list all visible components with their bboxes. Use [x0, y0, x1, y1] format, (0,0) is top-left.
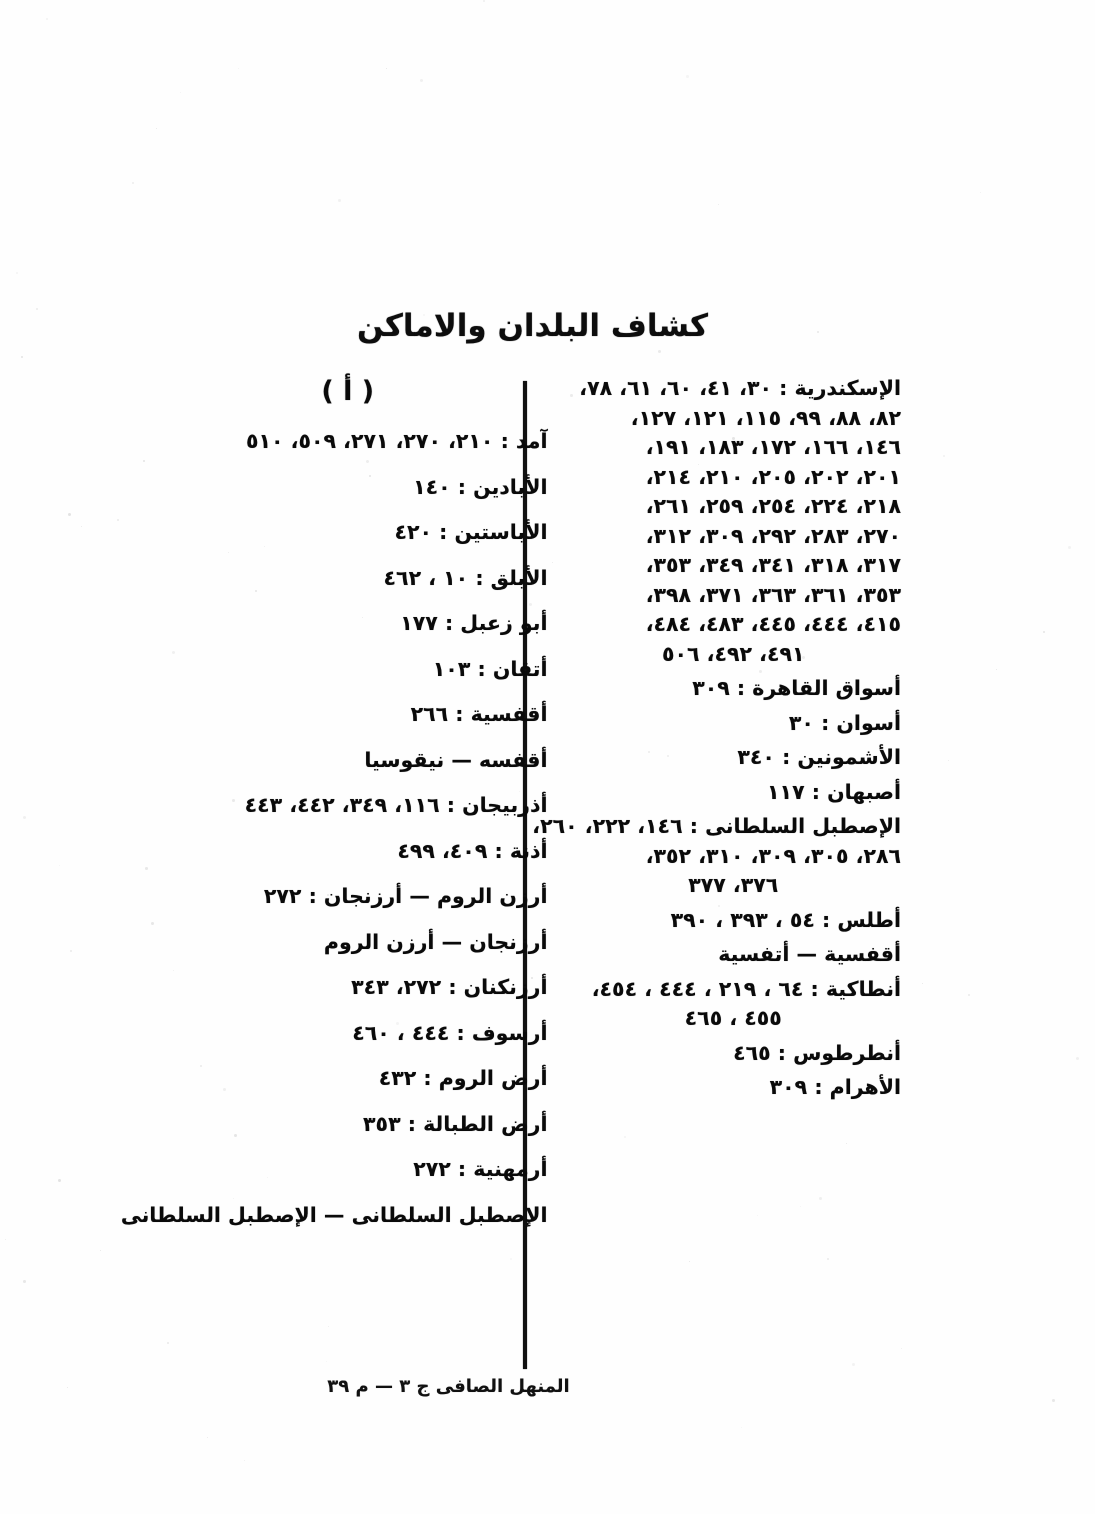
index-entry-headword-line: أذربيجان : ١١٦، ٣٤٩، ٤٤٢، ٤٤٣ — [244, 793, 548, 817]
index-entry-headword-line: أتقان : ١٠٣ — [432, 656, 548, 681]
index-entry: أرزنجان — أرزن الروم — [194, 929, 548, 954]
index-entry: أقفسية : ٢٦٦ — [194, 704, 548, 725]
index-entry-headword-line: آمد : ٢١٠، ٢٧٠، ٢٧١، ٥٠٩، ٥١٠ — [245, 429, 548, 453]
index-entry: أرض الروم : ٤٣٢ — [194, 1068, 548, 1089]
index-entry-page-numbers: ١٤٦، ١٦٦، ١٧٢، ١٨٣، ١٩١، — [645, 435, 901, 459]
index-entry-page-numbers: ٤١٥، ٤٤٤، ٤٤٥، ٤٨٣، ٤٨٤، — [645, 612, 901, 636]
page-footer-signature: المنهل الصافى ج ٣ — م ٣٩ — [327, 1376, 570, 1397]
index-entry: الأبلق : ١٠ ، ٤٦٢ — [194, 565, 548, 590]
index-entry-page-numbers: ٢٨٦، ٣٠٥، ٣٠٩، ٣١٠، ٣٥٢، — [645, 843, 901, 868]
index-entry: أرزن الروم — أرزنجان : ٢٧٢ — [194, 886, 548, 907]
index-entry-headword-line: أسواق القاهرة : ٣٠٩ — [692, 676, 901, 700]
index-entry-headword-line: أبو زعبل : ١٧٧ — [400, 611, 548, 635]
index-entry-headword-line: الأشمونين : ٣٤٠ — [737, 745, 901, 769]
index-entry: أرض الطبالة : ٣٥٣ — [194, 1111, 548, 1136]
index-entry-page-numbers: ٢٧٠، ٢٨٣، ٢٩٢، ٣٠٩، ٣١٢، — [645, 523, 901, 548]
index-entry-headword-line: أطلس : ٥٤ ، ٣٩٣ ، ٣٩٠ — [670, 907, 901, 932]
index-entry-headword-line: الأباستين : ٤٢٠ — [394, 520, 548, 544]
index-column-right: ( أ ) آمد : ٢١٠، ٢٧٠، ٢٧١، ٥٠٩، ٥١٠ الأبا… — [120, 376, 548, 1368]
index-entry: الأشمونين : ٣٤٠ — [548, 745, 901, 769]
index-entry-headword-line: أرض الروم : ٤٣٢ — [378, 1066, 548, 1090]
index-entry: الإصطبل السلطانى : ١٤٦، ٢٢٢، ٢٦٠، ٢٨٦، ٣٠… — [532, 814, 901, 897]
index-entry-headword-line: أذنة : ٤٠٩، ٤٩٩ — [397, 838, 548, 863]
index-entry-page-numbers: ٣٧٦، ٣٧٧ — [688, 873, 779, 897]
index-entry: أذربيجان : ١١٦، ٣٤٩، ٤٤٢، ٤٤٣ — [194, 795, 548, 816]
index-entry: أقفسية — أتفسية — [548, 942, 901, 966]
index-entry-headword-line: أقفسية : ٢٦٦ — [410, 702, 548, 726]
index-entry: أصبهان : ١١٧ — [548, 779, 901, 804]
index-entry-page-numbers: ٨٢، ٨٨، ٩٩، ١١٥، ١٢١، ١٢٧، — [630, 405, 901, 430]
index-entry-headword-line: أسوان : ٣٠ — [788, 710, 901, 735]
index-entry-headword-line: أرمهنية : ٢٧٢ — [413, 1157, 548, 1181]
index-entry: آمد : ٢١٠، ٢٧٠، ٢٧١، ٥٠٩، ٥١٠ — [194, 431, 548, 452]
index-entry: أقفسه — نيقوسيا — [194, 747, 548, 772]
index-columns: الإسكندرية : ٣٠، ٤١، ٦٠، ٦١، ٧٨، ٨٢، ٨٨، … — [120, 376, 928, 1368]
index-entry-headword-line: أصبهان : ١١٧ — [767, 779, 901, 804]
index-entry-headword-line: أنطاكية : ٦٤ ، ٢١٩ ، ٤٤٤ ، ٤٥٤، — [591, 976, 901, 1001]
index-entry: أطلس : ٥٤ ، ٣٩٣ ، ٣٩٠ — [548, 907, 901, 932]
index-entry-headword-line: الأبادين : ١٤٠ — [413, 474, 548, 499]
index-entry: أنطاكية : ٦٤ ، ٢١٩ ، ٤٤٤ ، ٤٥٤، ٤٥٥ ، ٤٦٥ — [548, 976, 901, 1030]
index-entry-page-numbers: ٢١٨، ٢٢٤، ٢٥٤، ٢٥٩، ٢٦١، — [645, 494, 901, 518]
index-entry-headword-line: أنطرطوس : ٤٦٥ — [733, 1040, 901, 1065]
index-entry-headword-line: الإسكندرية : ٣٠، ٤١، ٦٠، ٦١، ٧٨، — [579, 376, 901, 400]
index-entry-list-right: آمد : ٢١٠، ٢٧٠، ٢٧١، ٥٠٩، ٥١٠ الأبادين : … — [120, 431, 548, 1227]
index-entry-page-numbers: ٤٩١، ٤٩٢، ٥٠٦ — [661, 641, 805, 666]
index-entry: أرمهنية : ٢٧٢ — [194, 1157, 548, 1181]
index-entry-headword-line: الأهرام : ٣٠٩ — [769, 1075, 901, 1099]
column-divider-rule — [523, 381, 527, 1369]
index-column-left: الإسكندرية : ٣٠، ٤١، ٦٠، ٦١، ٧٨، ٨٢، ٨٨، … — [532, 376, 928, 1368]
section-letter-heading: ( أ ) — [321, 376, 375, 407]
index-entry: أبو زعبل : ١٧٧ — [194, 611, 548, 635]
index-entry-headword-line: أقفسية — أتفسية — [718, 942, 901, 966]
index-entry-headword-line: أرزنكنان : ٢٧٢، ٣٤٣ — [351, 975, 548, 999]
page-title: كشاف البلدان والاماكن — [356, 308, 709, 344]
index-entry-page-numbers: ٤٥٥ ، ٤٦٥ — [684, 1006, 782, 1030]
index-entry: أرسوف : ٤٤٤ ، ٤٦٠ — [194, 1020, 548, 1045]
index-entry-headword-line: أرسوف : ٤٤٤ ، ٤٦٠ — [352, 1020, 548, 1045]
index-entry: الإسكندرية : ٣٠، ٤١، ٦٠، ٦١، ٧٨، ٨٢، ٨٨، … — [548, 376, 901, 666]
index-entry-headword-line: أقفسه — نيقوسيا — [364, 747, 548, 772]
index-entry-page-numbers: ٣٥٣، ٣٦١، ٣٦٣، ٣٧١، ٣٩٨، — [645, 582, 901, 607]
index-entry-headword-line: الإصطبل السلطانى — الإصطبل السلطانى — [120, 1202, 548, 1227]
index-entry: أرزنكنان : ٢٧٢، ٣٤٣ — [194, 975, 548, 999]
index-entry: الأباستين : ٤٢٠ — [194, 520, 548, 544]
index-entry-headword-line: أرزنجان — أرزن الروم — [323, 929, 548, 954]
index-entry: أذنة : ٤٠٩، ٤٩٩ — [194, 838, 548, 863]
index-entry: أتقان : ١٠٣ — [194, 656, 548, 681]
index-entry: الأهرام : ٣٠٩ — [548, 1075, 901, 1099]
index-entry: الإصطبل السلطانى — الإصطبل السلطانى — [120, 1202, 548, 1227]
index-entry: أسواق القاهرة : ٣٠٩ — [548, 676, 901, 700]
index-entry-headword-line: أرض الطبالة : ٣٥٣ — [363, 1111, 548, 1136]
index-entry: الأبادين : ١٤٠ — [194, 474, 548, 499]
index-entry-page-numbers: ٢٠١، ٢٠٢، ٢٠٥، ٢١٠، ٢١٤، — [645, 464, 901, 489]
index-entry-headword-line: أرزن الروم — أرزنجان : ٢٧٢ — [263, 884, 548, 908]
index-entry: أسوان : ٣٠ — [548, 710, 901, 735]
index-entry-page-numbers: ٣١٧، ٣١٨، ٣٤١، ٣٤٩، ٣٥٣، — [645, 553, 901, 577]
index-entry: أنطرطوس : ٤٦٥ — [548, 1040, 901, 1065]
index-entry-headword-line: الأبلق : ١٠ ، ٤٦٢ — [383, 565, 548, 590]
index-entry-headword-line: الإصطبل السلطانى : ١٤٦، ٢٢٢، ٢٦٠، — [532, 814, 901, 838]
index-entry-list-left: الإسكندرية : ٣٠، ٤١، ٦٠، ٦١، ٧٨، ٨٢، ٨٨، … — [532, 376, 901, 1099]
